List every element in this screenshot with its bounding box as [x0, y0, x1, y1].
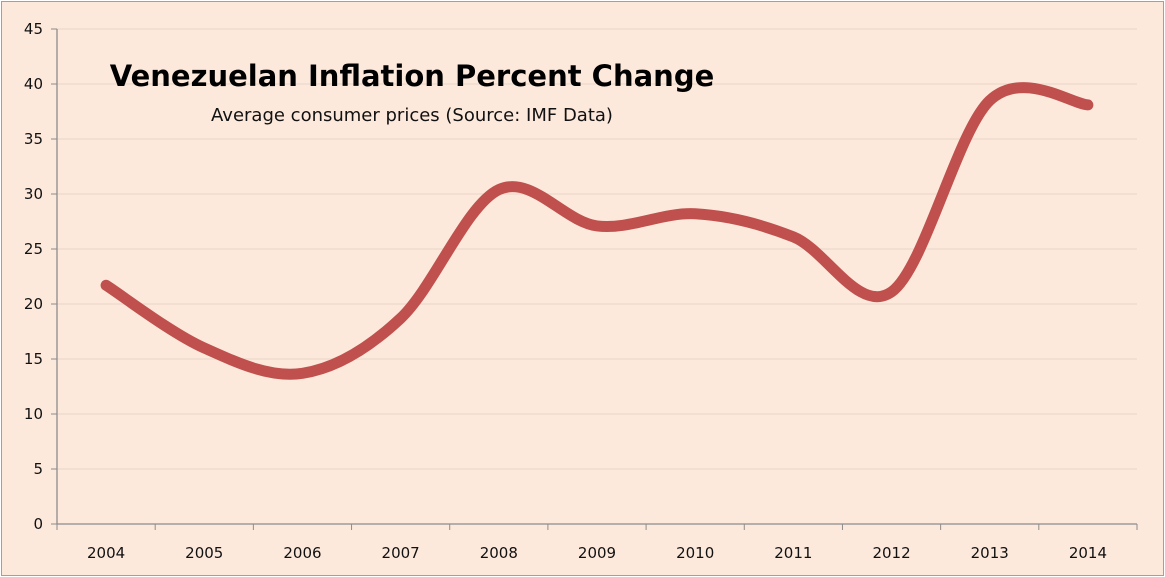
x-tick-label: 2011	[774, 544, 812, 562]
axes	[56, 29, 1137, 525]
y-tick-label: 0	[33, 515, 43, 533]
x-tick-label: 2007	[382, 544, 420, 562]
x-tick-label: 2004	[87, 544, 125, 562]
gridlines	[57, 28, 1137, 470]
y-axis-ticks: 0 5 10 15 20 25 30 35 40 45	[24, 20, 57, 533]
x-tick-label: 2013	[971, 544, 1009, 562]
x-tick-label: 2009	[578, 544, 616, 562]
y-tick-label: 45	[24, 20, 43, 38]
x-tick-label: 2012	[872, 544, 910, 562]
x-tick-label: 2006	[283, 544, 321, 562]
series-group	[100, 82, 1094, 380]
y-tick-label: 30	[24, 185, 43, 203]
x-tick-label: 2005	[185, 544, 223, 562]
y-tick-label: 15	[24, 350, 43, 368]
chart-title: Venezuelan Inflation Percent Change	[110, 59, 715, 93]
x-tick-label: 2010	[676, 544, 714, 562]
chart-subtitle: Average consumer prices (Source: IMF Dat…	[211, 105, 613, 126]
y-tick-label: 5	[33, 460, 43, 478]
x-axis-ticks: 2004 2005 2006 2007 2008 2009 2010 2011 2012 2013…	[56, 524, 1138, 562]
y-tick-label: 35	[24, 130, 43, 148]
y-tick-label: 20	[24, 295, 43, 313]
y-tick-label: 25	[24, 240, 43, 258]
y-tick-label: 40	[24, 75, 43, 93]
x-tick-label: 2014	[1069, 544, 1107, 562]
x-tick-label: 2008	[480, 544, 518, 562]
y-tick-label: 10	[24, 405, 43, 423]
series-line-inflation	[100, 82, 1094, 380]
